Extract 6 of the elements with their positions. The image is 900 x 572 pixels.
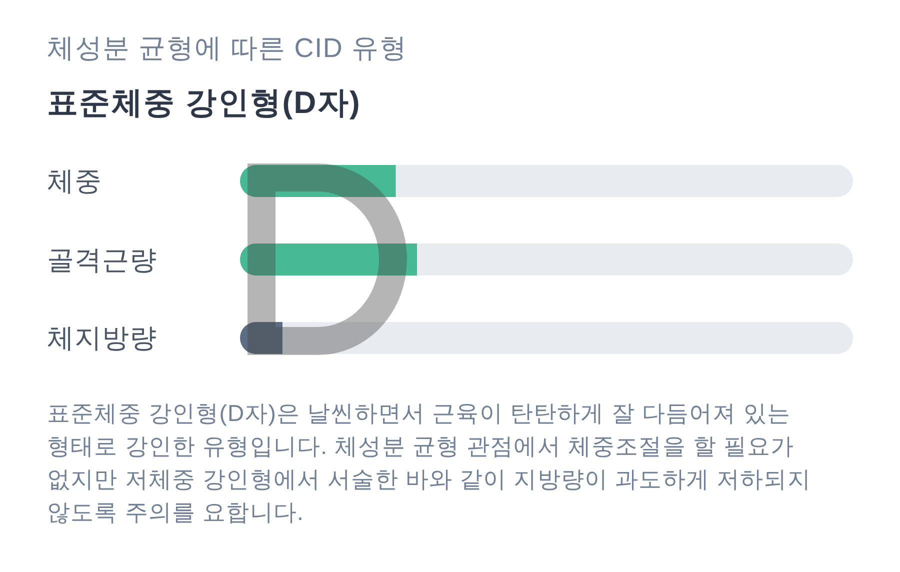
y-tick-label: 체중 [47, 165, 102, 198]
y-tick-label: 체지방량 [47, 322, 157, 355]
text: 표준체중 강인형(D자)은 날씬하면서 근육이 탄탄하게 잘 다듬어져 있는 형태로 강인한 유형입니다. 체성분 균형 관점에서 체중조절을 할 필요가 없지만 저체중 강인형에서 서술한 바와 같이 지방량이 과도하게 저하되지 않도록 주의를 요합니다. [47, 399, 812, 527]
chart-subtitle: 체성분 균형에 따른 CID 유형 [47, 32, 408, 65]
y-tick-label: 골격근량 [47, 244, 157, 276]
chart-title: 표준체중 강인형(D자) [47, 84, 362, 122]
